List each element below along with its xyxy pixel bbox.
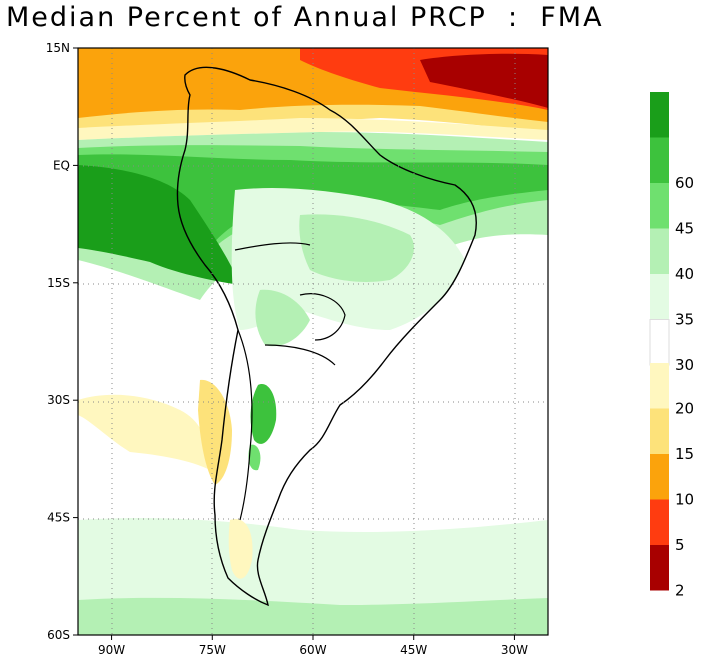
lon-tick-label: 75W xyxy=(199,643,226,657)
colorbar-label: 30 xyxy=(675,356,694,374)
colorbar-label: 5 xyxy=(675,536,685,554)
colorbar-label: 45 xyxy=(675,220,694,238)
colorbar-swatch xyxy=(650,454,669,500)
lat-tick-label: 15S xyxy=(47,276,70,290)
colorbar-label: 20 xyxy=(675,400,694,418)
colorbar-swatch xyxy=(649,319,670,366)
colorbar-label: 2 xyxy=(675,582,685,600)
colorbar-label: 10 xyxy=(675,491,694,509)
lat-tick-label: EQ xyxy=(53,158,70,172)
colorbar-label: 60 xyxy=(675,174,694,192)
lat-tick-label: 60S xyxy=(47,628,70,642)
lon-tick-label: 60W xyxy=(299,643,326,657)
colorbar-swatch xyxy=(650,408,669,454)
colorbar-label: 15 xyxy=(675,445,694,463)
colorbar: 60 45 40 35 30 20 15 10 5 2 xyxy=(649,92,694,600)
axis-ticks: 15N EQ 15S 30S 45S 60S 90W 75W 60W 45W 30W xyxy=(46,41,528,657)
colorbar-swatch xyxy=(650,137,669,183)
colorbar-label: 35 xyxy=(675,311,694,329)
colorbar-swatch xyxy=(650,92,669,138)
lat-tick-label: 30S xyxy=(47,393,70,407)
lat-tick-label: 15N xyxy=(46,41,70,55)
gridlines xyxy=(78,48,548,635)
colorbar-swatch xyxy=(650,183,669,229)
lon-tick-label: 30W xyxy=(501,643,528,657)
colorbar-swatch xyxy=(650,274,669,320)
colorbar-swatch xyxy=(650,545,669,591)
colorbar-swatch xyxy=(650,363,669,409)
lon-tick-label: 90W xyxy=(98,643,125,657)
lon-tick-label: 45W xyxy=(400,643,427,657)
precip-field xyxy=(78,48,548,635)
coastline xyxy=(176,66,477,607)
lat-tick-label: 45S xyxy=(47,511,70,525)
colorbar-swatch xyxy=(650,499,669,545)
colorbar-label: 40 xyxy=(675,265,694,283)
colorbar-swatch xyxy=(650,228,669,274)
map-title: Median Percent of Annual PRCP : FMA xyxy=(6,2,604,33)
